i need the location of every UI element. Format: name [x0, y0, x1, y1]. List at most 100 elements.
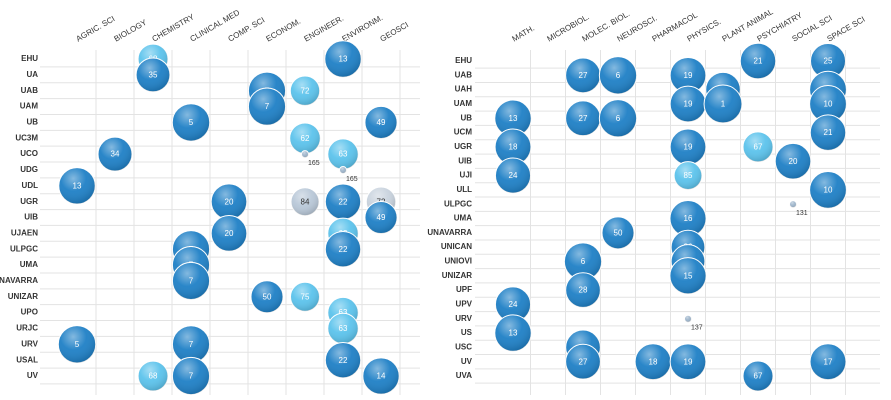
row-label: UMA	[20, 260, 38, 269]
bubble-label: 137	[691, 325, 703, 332]
row-label: UDL	[22, 181, 39, 190]
row-label: USC	[455, 342, 472, 351]
bubble-group: 50	[601, 216, 635, 250]
bubble-shine	[599, 56, 637, 94]
bubble-label: 15	[684, 271, 693, 280]
bubble-label: 13	[339, 55, 348, 64]
bubble-shine	[251, 280, 283, 313]
bubble-group: 24	[494, 157, 532, 194]
bubble-shine	[809, 171, 847, 209]
bubble-label: 49	[377, 118, 386, 127]
bubble-group: 13	[324, 40, 362, 78]
bubble-group: 18	[634, 343, 672, 381]
row-label: UIB	[24, 213, 38, 222]
bubble-group: 1	[703, 84, 743, 124]
bubble-shine	[669, 200, 707, 237]
column-label: GEOSCI	[379, 20, 410, 43]
bubble-group: 7	[171, 325, 211, 364]
row-label: UNIZAR	[8, 292, 38, 301]
bubble-shine	[138, 361, 168, 391]
row-label: ULPGC	[444, 199, 472, 208]
bubble-shine	[599, 99, 637, 137]
bubble-shine	[670, 86, 706, 122]
column-label: MATH.	[511, 24, 537, 44]
bubble-label: 165	[308, 160, 320, 167]
bubble-shine	[339, 166, 347, 174]
bubble-group: 84	[290, 187, 320, 217]
row-label: US	[461, 328, 473, 337]
bubble-label: 13	[73, 181, 82, 190]
bubble-group: 10	[809, 170, 847, 209]
bubble-label: 165	[346, 176, 358, 183]
bubble-shine	[364, 201, 398, 234]
bubble-shine	[98, 137, 132, 172]
bubble-group: 28	[565, 272, 601, 308]
bubble-label: 21	[754, 57, 763, 66]
bubble-shine	[325, 183, 361, 220]
bubble-shine	[704, 85, 742, 123]
bubble-shine	[495, 157, 531, 194]
bubble-group: 14	[362, 357, 400, 395]
bubble-group: 13	[494, 314, 532, 352]
bubble-label: 75	[301, 292, 310, 301]
bubble-group: 165	[339, 165, 358, 183]
bubble-group: 27	[565, 100, 601, 137]
bubble-shine	[248, 87, 286, 126]
bubble-shine	[289, 122, 321, 154]
row-label: UMA	[454, 214, 472, 223]
bubble-group: 15	[669, 257, 707, 295]
bubble-label: 24	[509, 171, 518, 180]
bubble-group: 137	[684, 314, 703, 332]
bubble-label: 1	[721, 100, 726, 109]
bubble-group: 27	[565, 343, 601, 380]
bubble-label: 50	[263, 292, 272, 301]
bubble-shine	[602, 216, 634, 249]
bubble-label: 19	[684, 71, 693, 80]
bubble-group: 165	[301, 150, 320, 167]
row-label: UNICAN	[441, 242, 472, 251]
bubble-shine	[775, 143, 811, 180]
bubble-label: 63	[339, 308, 348, 317]
bubble-shine	[740, 43, 776, 79]
bubble-group: 63	[327, 138, 359, 170]
bubble-shine	[211, 183, 247, 220]
bubble-label: 27	[579, 114, 588, 123]
bubble-label: 13	[509, 329, 518, 338]
bubble-shine	[669, 257, 707, 294]
bubble-group: 7	[171, 261, 211, 300]
bubble-group: 85	[673, 161, 703, 190]
row-label: UCO	[20, 149, 38, 158]
bubble-label: 24	[509, 300, 518, 309]
bubble-group: 22	[324, 231, 362, 268]
bubble-shine	[743, 131, 773, 162]
row-label: UNAVARRA	[0, 276, 38, 285]
bubble-group: 49	[364, 105, 398, 139]
bubble-group: 131	[789, 200, 808, 217]
bubble-group: 19	[669, 56, 707, 94]
bubble-label: 27	[579, 357, 588, 366]
bubble-shine	[670, 57, 706, 94]
bubble-shine	[743, 361, 773, 391]
column-label: ECONOM.	[265, 17, 303, 44]
row-label: UAB	[21, 86, 39, 95]
bubble-label: 5	[75, 340, 80, 349]
bubble-group: 50	[250, 280, 284, 314]
row-label: UVA	[456, 371, 473, 380]
row-label: UAH	[455, 85, 473, 94]
row-label: URV	[21, 339, 38, 348]
bubble-label: 10	[824, 185, 833, 194]
bubble-group: 22	[324, 341, 362, 379]
bubble-group: 75	[290, 281, 320, 312]
bubble-label: 63	[339, 150, 348, 159]
row-label: UPO	[21, 308, 38, 317]
bubble-shine	[684, 315, 692, 323]
row-label: UNAVARRA	[427, 228, 472, 237]
bubble-label: 67	[754, 372, 763, 381]
bubble-shine	[674, 161, 702, 190]
bubble-group: 6	[598, 99, 638, 138]
bubble-group: 22	[324, 183, 362, 220]
bubble-shine	[211, 215, 247, 252]
bubble-group: 20	[210, 183, 248, 220]
bubble-label: 35	[149, 70, 158, 79]
bubble-label: 6	[616, 71, 621, 80]
